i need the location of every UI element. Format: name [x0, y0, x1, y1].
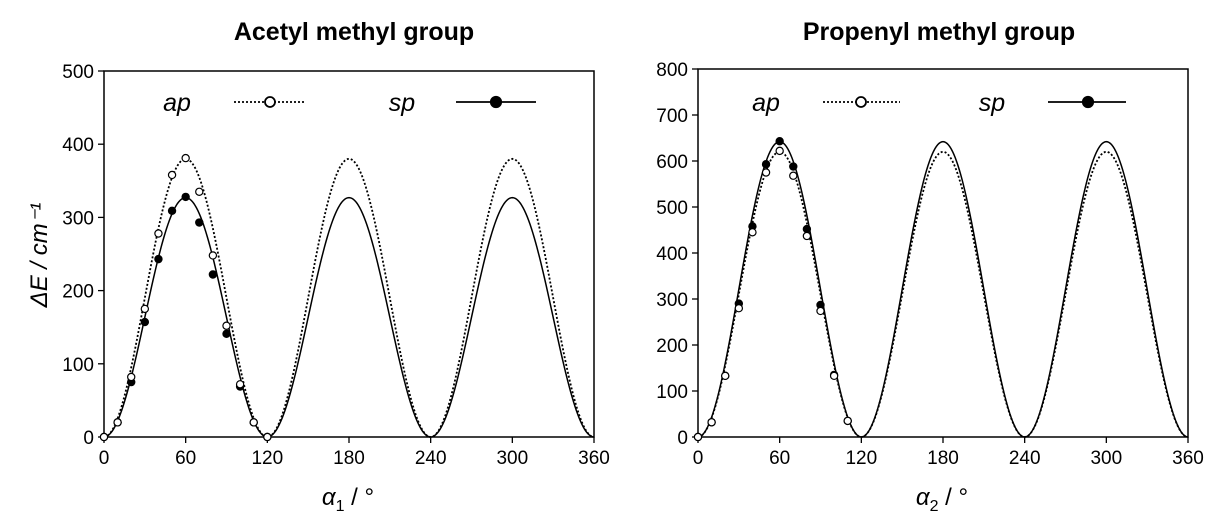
x-tick-label: 60 [175, 448, 196, 469]
data-point-ap [735, 305, 742, 312]
series-line-ap [104, 159, 594, 437]
y-tick-label: 100 [62, 355, 94, 376]
y-tick-label: 200 [62, 282, 94, 303]
y-tick-label: 300 [62, 208, 94, 229]
legend-label-ap: ap [163, 89, 191, 117]
chart-title: Acetyl methyl group [234, 18, 474, 46]
data-point-sp [223, 330, 230, 337]
y-tick-label: 100 [656, 382, 688, 403]
data-point-sp [790, 163, 797, 170]
data-point-ap [264, 433, 271, 440]
data-point-sp [196, 219, 203, 226]
x-tick-label: 360 [578, 448, 610, 469]
data-point-sp [209, 271, 216, 278]
data-point-ap [128, 373, 135, 380]
data-point-ap [790, 172, 797, 179]
data-point-sp [776, 138, 783, 145]
y-tick-label: 300 [656, 290, 688, 311]
data-point-ap [803, 232, 810, 239]
chart-acetyl: Acetyl methyl group ΔE / cm⁻¹ α1 / ° 0 60… [26, 18, 610, 513]
y-tick-label: 0 [677, 428, 688, 449]
data-point-sp [155, 256, 162, 263]
data-point-sp [803, 225, 810, 232]
x-tick-label: 0 [693, 448, 704, 469]
data-point-ap [708, 419, 715, 426]
data-point-ap [182, 155, 189, 162]
series-line-sp [104, 198, 594, 437]
y-tick-label: 600 [656, 152, 688, 173]
x-tick-label: 120 [251, 448, 283, 469]
plot-frame [104, 71, 594, 437]
x-tick-label: 360 [1172, 448, 1204, 469]
series-line-sp [698, 142, 1188, 437]
legend-marker-ap [265, 97, 275, 107]
data-point-ap [250, 419, 257, 426]
data-point-ap [694, 433, 701, 440]
plot-area: 0 60 120 180 240 300 360 0 100 200 300 400 500 ap sp [62, 62, 610, 469]
plot-area: 0 60 120 180 240 300 360 0 100 200 300 400 500 600 700… [656, 60, 1204, 469]
data-point-ap [100, 433, 107, 440]
data-point-ap [749, 229, 756, 236]
legend-label-sp: sp [979, 89, 1006, 117]
y-tick-label: 700 [656, 106, 688, 127]
series-line-ap [698, 152, 1188, 437]
x-tick-label: 180 [927, 448, 959, 469]
data-point-sp [168, 207, 175, 214]
x-tick-label: 240 [415, 448, 447, 469]
x-tick-label: 300 [1090, 448, 1122, 469]
x-tick-label: 300 [496, 448, 528, 469]
data-point-ap [762, 169, 769, 176]
x-tick-label: 0 [99, 448, 110, 469]
x-tick-label: 180 [333, 448, 365, 469]
data-point-ap [722, 372, 729, 379]
data-point-sp [141, 318, 148, 325]
x-tick-label: 120 [845, 448, 877, 469]
y-tick-label: 500 [656, 198, 688, 219]
data-point-sp [762, 161, 769, 168]
chart-title: Propenyl methyl group [803, 18, 1075, 46]
data-point-ap [844, 417, 851, 424]
data-point-ap [223, 322, 230, 329]
legend-marker-sp [1083, 97, 1094, 108]
data-point-sp [182, 193, 189, 200]
data-point-ap [817, 307, 824, 314]
y-tick-label: 500 [62, 62, 94, 83]
x-axis-label: α2 / ° [916, 484, 968, 513]
data-point-ap [776, 147, 783, 154]
x-tick-label: 240 [1009, 448, 1041, 469]
y-tick-label: 0 [83, 428, 94, 449]
data-point-ap [114, 419, 121, 426]
y-tick-label: 400 [656, 244, 688, 265]
data-point-ap [209, 252, 216, 259]
data-point-ap [141, 305, 148, 312]
plot-frame [698, 69, 1188, 437]
chart-propenyl: Propenyl methyl group α2 / ° 0 60 120 180 24… [656, 18, 1204, 513]
legend-marker-sp [491, 97, 502, 108]
legend-label-sp: sp [389, 89, 416, 117]
y-tick-label: 400 [62, 135, 94, 156]
y-axis-label: ΔE / cm⁻¹ [26, 203, 53, 309]
data-point-ap [155, 230, 162, 237]
y-tick-label: 800 [656, 60, 688, 81]
x-axis-label: α1 / ° [322, 484, 374, 513]
data-point-ap [168, 171, 175, 178]
x-tick-label: 60 [769, 448, 790, 469]
legend-label-ap: ap [752, 89, 780, 117]
data-point-ap [831, 372, 838, 379]
legend-marker-ap [856, 97, 866, 107]
data-point-ap [196, 188, 203, 195]
data-point-ap [237, 381, 244, 388]
y-tick-label: 200 [656, 336, 688, 357]
